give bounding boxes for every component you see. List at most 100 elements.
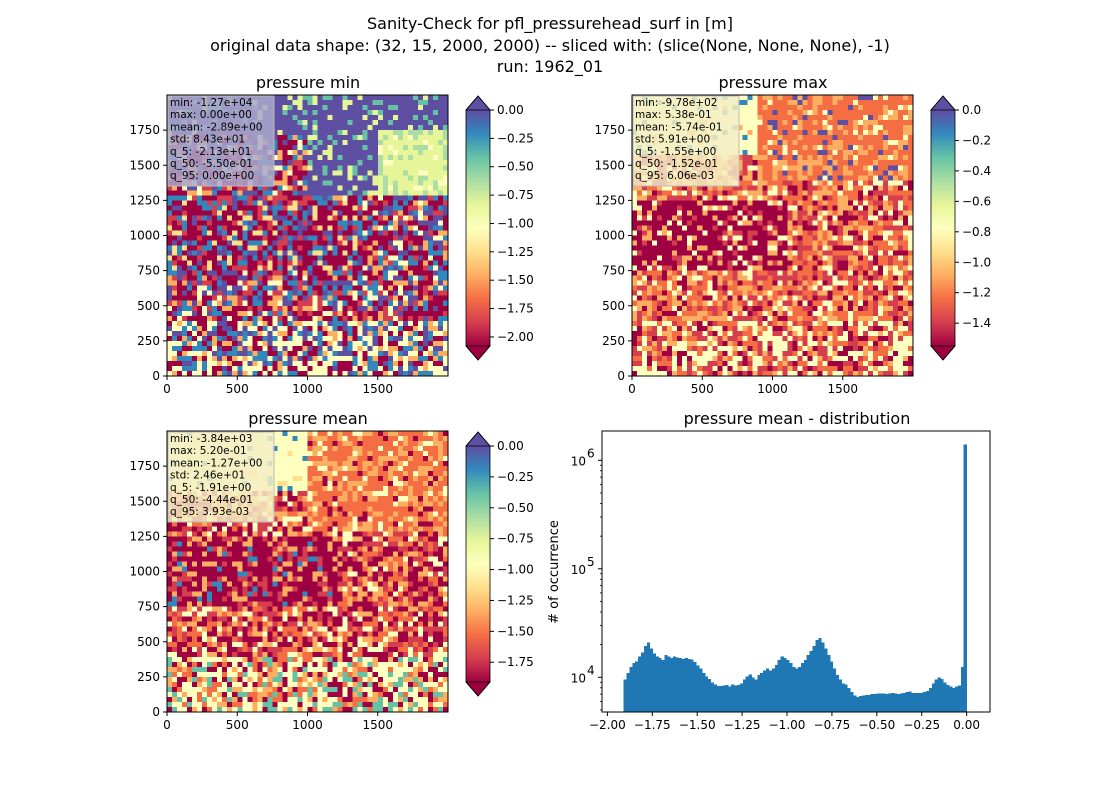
heatmap-cell [712,200,718,206]
heatmap-cell [367,250,374,257]
heatmap-cell [282,230,289,237]
heatmap-cell [862,195,869,201]
heatmap-cell [217,210,223,217]
heatmap-cell [217,260,223,267]
heatmap-cell [822,240,829,247]
heatmap-cell [372,285,379,292]
heatmap-cell [407,155,414,161]
heatmap-cell [392,320,399,327]
heatmap-cell [402,200,409,206]
heatmap-cell [222,340,228,347]
heatmap-cell [737,150,743,156]
heatmap-cell [262,280,268,287]
heatmap-cell [432,225,439,232]
heatmap-cell [342,215,349,222]
heatmap-cell [312,345,319,352]
heatmap-cell [802,185,809,191]
heatmap-cell [362,155,369,161]
heatmap-cell [177,250,183,257]
heatmap-cell [297,135,304,141]
heatmap-cell [277,190,284,196]
heatmap-cell [442,125,449,131]
heatmap-cell [652,205,658,212]
heatmap-cell [327,345,334,352]
heatmap-cell [212,220,218,227]
heatmap-cell [382,290,389,297]
heatmap-cell [897,165,904,171]
heatmap-cell [292,165,299,171]
heatmap-cell [832,245,839,252]
heatmap-cell [272,345,278,352]
heatmap-cell [437,180,444,186]
heatmap-cell [312,240,319,247]
heatmap-cell [782,165,789,171]
colorbar-tick-label: −1.00 [497,216,534,230]
heatmap-cell [297,310,304,317]
heatmap-cell [387,245,394,252]
heatmap-cell [182,250,188,257]
heatmap-cell [402,225,409,232]
heatmap-cell [892,155,899,161]
heatmap-cell [787,125,794,131]
heatmap-cell [362,340,369,347]
heatmap-cell [862,210,869,217]
heatmap-cell [222,195,228,201]
heatmap-cell [282,150,289,156]
heatmap-cell [437,120,444,126]
heatmap-cell [732,190,738,196]
heatmap-cell [352,230,359,237]
heatmap-cell [677,250,683,257]
heatmap-cell [387,335,394,342]
heatmap-cell [337,330,344,337]
heatmap-cell [297,340,304,347]
heatmap-cell [377,125,384,131]
heatmap-cell [817,235,824,242]
heatmap-cell [897,170,904,176]
heatmap-cell [907,150,914,156]
heatmap-cell [902,205,909,212]
heatmap-cell [757,195,764,201]
heatmap-cell [897,150,904,156]
heatmap-cell [352,220,359,227]
heatmap-cell [177,235,183,242]
heatmap-cell [432,300,439,307]
heatmap-cell [392,220,399,227]
heatmap-cell [252,235,258,242]
heatmap-cell [337,165,344,171]
heatmap-cell [262,200,268,206]
heatmap-cell [202,310,208,317]
heatmap-cell [307,265,314,272]
heatmap-cell [337,300,344,307]
heatmap-cell [772,220,779,227]
heatmap-cell [317,150,324,156]
heatmap-cell [817,210,824,217]
heatmap-cell [372,345,379,352]
heatmap-cell [737,165,743,171]
heatmap-cell [837,240,844,247]
heatmap-cell [892,180,899,186]
heatmap-cell [177,305,183,312]
heatmap-cell [272,325,278,332]
heatmap-cell [382,165,389,171]
heatmap-cell [312,265,319,272]
heatmap-cell [357,105,364,111]
heatmap-cell [337,225,344,232]
heatmap-cell [672,245,678,252]
heatmap-cell [787,150,794,156]
heatmap-cell [227,255,233,262]
heatmap-cell [842,230,849,237]
heatmap-cell [857,110,864,116]
heatmap-cell [367,285,374,292]
heatmap-cell [412,120,419,126]
heatmap-cell [437,110,444,116]
heatmap-cell [752,240,759,247]
heatmap-cell [852,220,859,227]
heatmap-cell [857,120,864,126]
heatmap-cell [377,300,384,307]
heatmap-cell [352,140,359,146]
heatmap-cell [707,200,713,206]
heatmap-cell [327,185,334,191]
heatmap-cell [442,255,449,262]
heatmap-cell [802,155,809,161]
heatmap-cell [432,315,439,322]
